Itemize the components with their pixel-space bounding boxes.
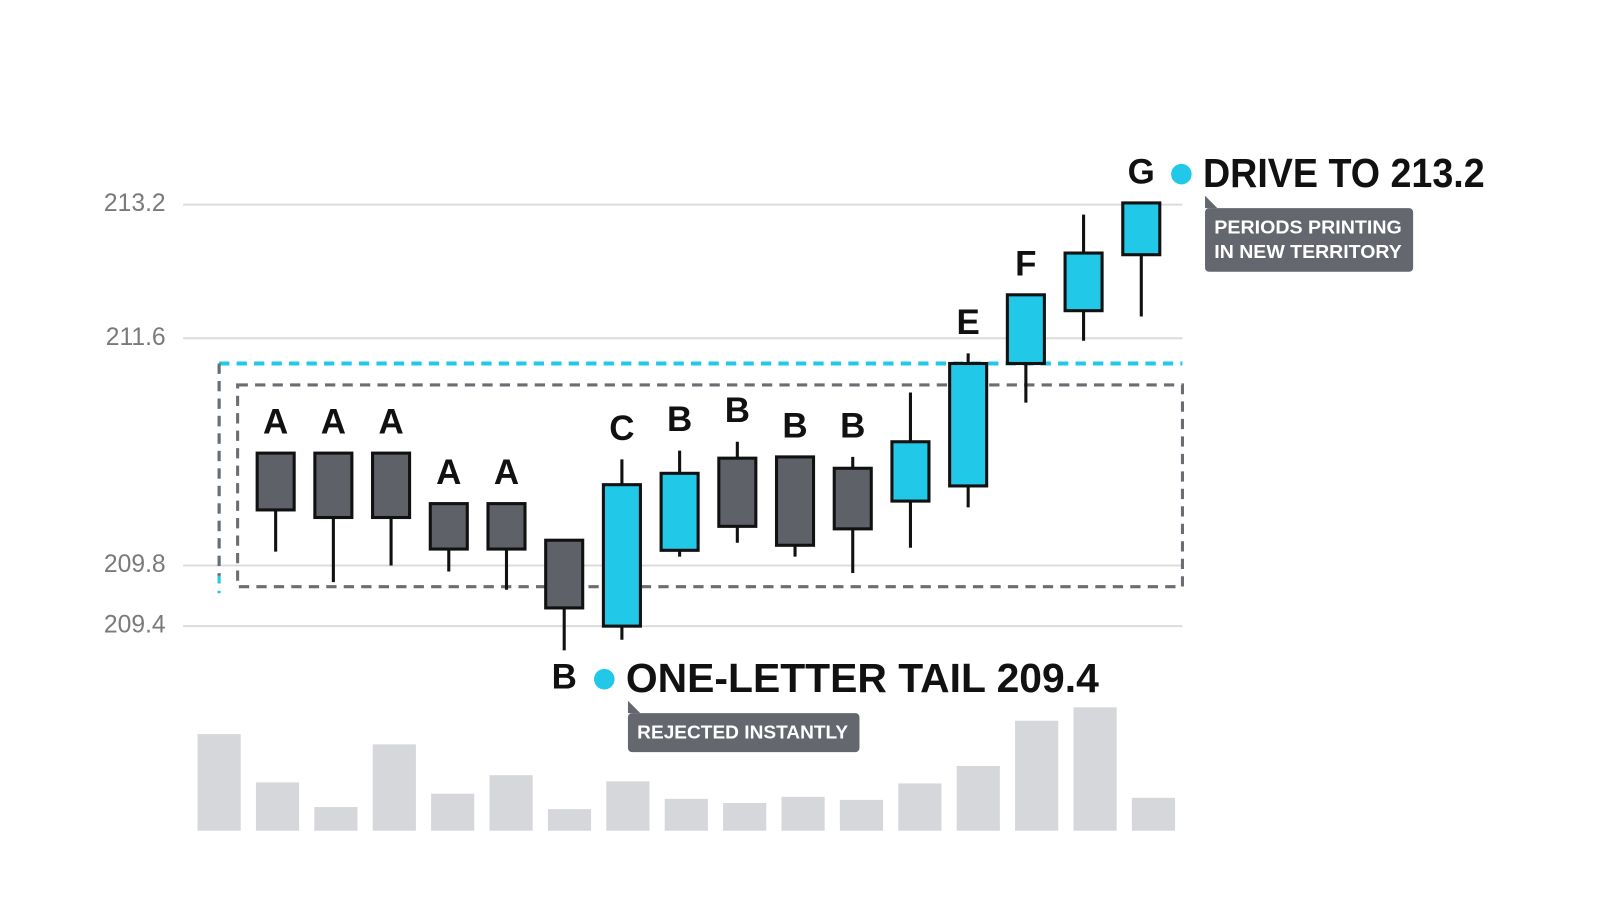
period-letter: B bbox=[725, 391, 750, 430]
volume-bar bbox=[606, 781, 650, 831]
candle-body bbox=[428, 502, 469, 551]
annotation-text: ONE-LETTER TAIL 209.4 bbox=[626, 655, 1099, 701]
annotation-dot bbox=[594, 668, 615, 690]
volume-bar bbox=[547, 809, 592, 831]
period-letter: B bbox=[782, 406, 807, 445]
period-letter: B bbox=[667, 400, 692, 439]
volume-bar bbox=[197, 734, 241, 831]
candle-body bbox=[948, 361, 989, 488]
candle-body bbox=[544, 538, 585, 610]
candle-body bbox=[486, 502, 527, 551]
volume-bar bbox=[839, 799, 884, 831]
volume-bar bbox=[723, 802, 767, 831]
candle-body bbox=[717, 456, 758, 528]
volume-bar bbox=[1015, 720, 1059, 831]
period-letter: A bbox=[436, 453, 461, 492]
annotation-note-box bbox=[1205, 208, 1414, 272]
volume-bar bbox=[956, 765, 1000, 831]
y-tick-label: 211.6 bbox=[106, 324, 166, 351]
candle-body bbox=[890, 440, 931, 503]
y-tick-label: 209.8 bbox=[104, 551, 166, 578]
annotation-note: IN NEW TERRITORY bbox=[1214, 241, 1402, 262]
annotation-note-box bbox=[627, 713, 860, 753]
period-letter: A bbox=[378, 403, 403, 442]
period-letter: E bbox=[957, 303, 980, 342]
period-letter: A bbox=[263, 403, 288, 442]
annotation-note-tab bbox=[1205, 195, 1218, 209]
candle-body bbox=[255, 451, 296, 512]
annotation-text: DRIVE TO 213.2 bbox=[1203, 150, 1485, 196]
candle-body bbox=[313, 451, 354, 520]
volume-bar bbox=[255, 782, 300, 831]
candle-body bbox=[1063, 251, 1104, 313]
candle-body bbox=[601, 483, 642, 628]
annotation-note: REJECTED INSTANTLY bbox=[637, 722, 849, 743]
y-tick-label: 213.2 bbox=[104, 190, 166, 217]
period-letter: B bbox=[840, 406, 865, 445]
candle-body bbox=[832, 466, 873, 531]
annotation-note-tab bbox=[627, 700, 641, 714]
annotation-note: PERIODS PRINTING bbox=[1214, 217, 1402, 238]
period-letter: C bbox=[609, 409, 634, 448]
period-letter: B bbox=[552, 657, 577, 696]
volume-bar bbox=[898, 783, 942, 831]
volume-bar bbox=[372, 744, 416, 831]
volume-bar bbox=[1073, 707, 1117, 831]
volume-bar bbox=[431, 793, 475, 831]
annotation-dot bbox=[1171, 163, 1192, 185]
period-letter: A bbox=[321, 403, 346, 442]
period-letter: F bbox=[1015, 244, 1036, 283]
volume-bar bbox=[664, 798, 708, 831]
candle-body bbox=[1005, 293, 1046, 366]
candle-body bbox=[774, 455, 816, 547]
volume-bar bbox=[781, 796, 825, 831]
volume-bar bbox=[489, 775, 533, 831]
period-letter: G bbox=[1128, 152, 1155, 191]
candle-body bbox=[1121, 201, 1162, 257]
candle-body bbox=[659, 471, 700, 552]
volume-bar bbox=[1131, 797, 1176, 831]
range-box bbox=[236, 383, 1185, 589]
y-tick-label: 209.4 bbox=[104, 612, 166, 639]
volume-bar bbox=[314, 807, 358, 831]
candle-body bbox=[371, 451, 412, 520]
period-letter: A bbox=[494, 453, 519, 492]
